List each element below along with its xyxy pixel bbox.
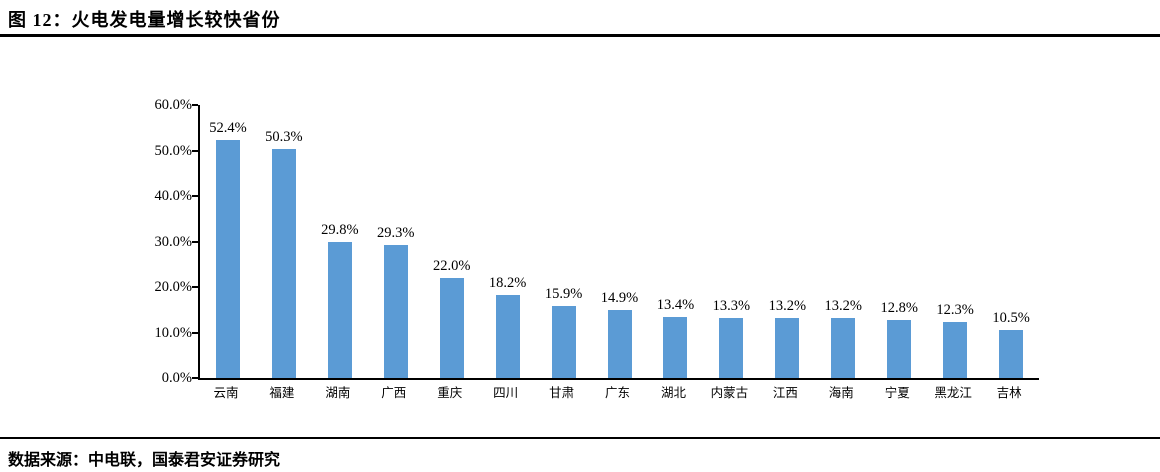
data-source: 数据来源：中电联，国泰君安证券研究	[8, 452, 281, 469]
figure-title: 图 12：火电发电量增长较快省份	[8, 10, 281, 30]
title-divider	[0, 34, 1160, 37]
x-category-label: 福建	[269, 386, 295, 400]
bar-value-label: 29.3%	[377, 224, 415, 241]
y-tick-mark	[192, 331, 198, 334]
x-category-label: 内蒙古	[710, 386, 749, 400]
bar-value-label: 13.2%	[824, 297, 863, 314]
bar	[215, 139, 240, 378]
y-tick-mark	[192, 149, 198, 152]
bar-slot: 29.3%	[368, 105, 424, 378]
bar-slot: 52.4%	[200, 105, 256, 378]
bar	[271, 149, 296, 378]
y-tick-label: 20.0%	[154, 279, 192, 296]
bar	[887, 319, 912, 378]
bar-slot: 18.2%	[480, 105, 536, 378]
bar	[999, 330, 1024, 378]
y-tick-label: 40.0%	[154, 188, 192, 205]
bar	[495, 295, 520, 378]
y-tick-mark	[192, 286, 198, 289]
bar-slot: 10.5%	[983, 105, 1039, 378]
bar-value-label: 13.2%	[768, 297, 807, 314]
bar-value-label: 50.3%	[265, 129, 303, 146]
y-tick-label: 30.0%	[154, 233, 192, 250]
bar-value-label: 18.2%	[488, 275, 527, 292]
bar-slot: 14.9%	[592, 105, 648, 378]
x-category-label: 湖南	[325, 386, 351, 400]
y-axis: 0.0% 10.0% 20.0% 30.0% 40.0% 50.0% 60.0%	[100, 97, 192, 386]
x-category-label: 湖北	[660, 386, 686, 400]
bar-value-label: 13.3%	[712, 297, 751, 314]
x-category-label: 黑龙江	[934, 386, 972, 400]
bar-slot: 12.3%	[927, 105, 983, 378]
x-category-label: 云南	[213, 386, 239, 400]
bar	[719, 317, 744, 378]
x-axis-labels: 云南 福建 湖南 广西 重庆 四川 甘肃 广东 湖北 内蒙古 江西 海南 宁夏 黑龙江 吉林	[198, 386, 1037, 401]
bar-slot: 22.0%	[424, 105, 480, 378]
bar-value-label: 52.4%	[209, 119, 247, 136]
bar-slot: 29.8%	[312, 105, 368, 378]
bar-slot: 13.4%	[648, 105, 704, 378]
bar	[551, 305, 576, 378]
y-tick-mark	[192, 377, 198, 379]
x-category-label: 吉林	[996, 386, 1022, 400]
bar-slot: 13.3%	[703, 105, 759, 378]
footer-divider	[0, 437, 1160, 439]
bar-value-label: 29.8%	[321, 222, 359, 239]
bar	[943, 322, 968, 378]
bar-value-label: 15.9%	[544, 285, 583, 302]
x-category-label: 宁夏	[884, 386, 910, 400]
x-category-label: 四川	[493, 386, 519, 400]
bar-value-label: 22.0%	[432, 257, 471, 274]
bar-slot: 50.3%	[256, 105, 312, 378]
y-tick-label: 60.0%	[154, 97, 192, 113]
bar-value-label: 12.8%	[880, 299, 918, 316]
bar	[327, 242, 352, 378]
x-category-label: 广西	[381, 386, 407, 400]
bar-value-label: 14.9%	[600, 290, 639, 307]
y-tick-label: 0.0%	[161, 370, 192, 386]
bar	[439, 277, 464, 378]
bars-row: 52.4% 50.3% 29.8% 29.3% 22.0% 18.2% 15.9% 14.9%…	[200, 105, 1039, 378]
x-category-label: 海南	[828, 386, 854, 400]
bar	[663, 317, 688, 378]
plot-area: 52.4% 50.3% 29.8% 29.3% 22.0% 18.2% 15.9% 14.9%…	[192, 104, 1039, 380]
x-category-label: 江西	[772, 386, 798, 400]
x-category-label: 重庆	[437, 386, 463, 400]
x-category-label: 广东	[605, 386, 631, 400]
bar	[383, 244, 408, 378]
bar-slot: 13.2%	[815, 105, 871, 378]
y-tick-mark	[192, 195, 198, 198]
bar	[775, 317, 800, 378]
bar-slot: 15.9%	[536, 105, 592, 378]
bar-slot: 13.2%	[759, 105, 815, 378]
bar-value-label: 13.4%	[656, 297, 695, 314]
bar	[607, 310, 632, 378]
bar	[831, 317, 856, 378]
bar-value-label: 10.5%	[992, 310, 1030, 327]
y-tick-label: 50.0%	[154, 142, 192, 159]
y-tick-label: 10.0%	[154, 324, 192, 341]
y-tick-mark	[192, 104, 198, 106]
y-tick-mark	[192, 240, 198, 243]
x-category-label: 甘肃	[549, 386, 575, 400]
bar-slot: 12.8%	[871, 105, 927, 378]
bar-value-label: 12.3%	[936, 302, 974, 319]
